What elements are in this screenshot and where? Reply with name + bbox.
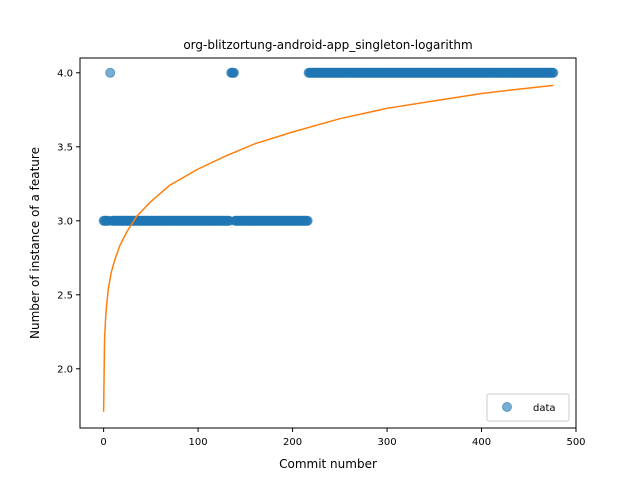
- plot-frame: [79, 57, 577, 429]
- y-tick-label: 2.0: [57, 364, 73, 375]
- chart-title: org-blitzortung-android-app_singleton-lo…: [183, 38, 472, 52]
- data-point: [228, 67, 239, 78]
- fit-curve: [102, 84, 554, 412]
- data-point: [548, 67, 559, 78]
- data-points: [98, 67, 559, 226]
- x-axis-label: Commit number: [279, 457, 377, 471]
- y-tick-label: 4.0: [57, 68, 73, 79]
- x-tick-label: 300: [378, 437, 397, 448]
- legend: data: [486, 393, 570, 422]
- y-tick-label: 3.5: [57, 142, 73, 153]
- x-tick-label: 100: [189, 437, 208, 448]
- y-axis-ticks: 2.0 2.5 3.0 3.5 4.0: [57, 68, 80, 375]
- y-tick-label: 3.0: [57, 216, 73, 227]
- x-tick-label: 400: [472, 437, 491, 448]
- x-tick-label: 200: [283, 437, 302, 448]
- legend-box: [486, 393, 570, 422]
- x-tick-label: 500: [566, 437, 585, 448]
- y-axis-label: Number of instance of a feature: [28, 147, 42, 339]
- fit-line: [102, 84, 554, 412]
- x-axis-ticks: 0 100 200 300 400 500: [100, 428, 586, 448]
- data-point: [302, 215, 313, 226]
- legend-marker-data: [502, 402, 512, 412]
- y-tick-label: 2.5: [57, 290, 73, 301]
- legend-label-data: data: [533, 403, 556, 414]
- x-tick-label: 0: [100, 437, 106, 448]
- data-point: [105, 67, 116, 78]
